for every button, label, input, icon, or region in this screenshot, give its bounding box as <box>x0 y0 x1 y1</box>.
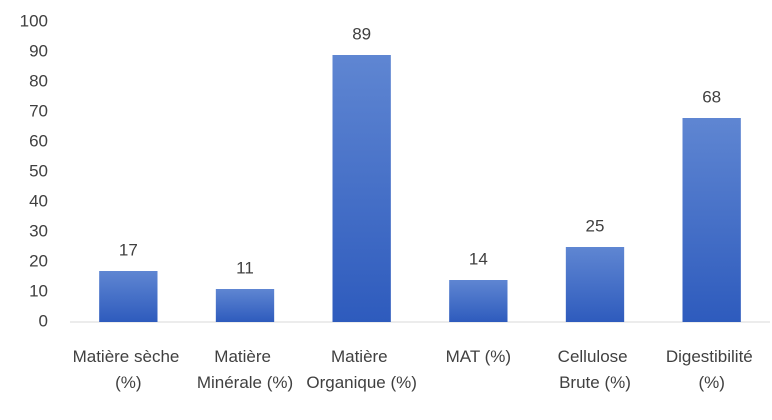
data-label: 14 <box>469 249 488 268</box>
data-label: 17 <box>119 240 138 259</box>
y-tick-label: 30 <box>29 221 48 240</box>
x-tick-label: Matière Organique (%) <box>306 347 417 392</box>
y-tick-label: 40 <box>29 191 48 210</box>
bar <box>215 289 275 322</box>
x-tick-label: Cellulose Brute (%) <box>558 347 633 392</box>
data-label: 25 <box>586 216 605 235</box>
data-label: 89 <box>352 24 371 43</box>
y-tick-label: 60 <box>29 131 48 150</box>
x-tick-label: MAT (%) <box>446 347 511 366</box>
y-tick-label: 10 <box>29 281 48 300</box>
y-tick-label: 70 <box>29 101 48 120</box>
bar <box>99 271 158 322</box>
y-tick-label: 50 <box>29 161 48 180</box>
data-label: 11 <box>236 258 254 277</box>
bar <box>565 247 625 322</box>
data-label: 68 <box>702 87 721 106</box>
x-tick-label: Matière sèche (%) <box>73 347 185 392</box>
y-tick-label: 80 <box>29 71 48 90</box>
y-tick-label: 20 <box>29 251 48 270</box>
y-tick-label: 90 <box>29 41 48 60</box>
bar <box>449 280 508 322</box>
y-tick-label: 0 <box>39 311 48 330</box>
x-tick-label: Digestibilité (%) <box>666 347 758 392</box>
bar <box>682 118 741 322</box>
y-tick-label: 100 <box>20 11 48 30</box>
bar <box>332 55 391 322</box>
x-tick-label: Matière Minérale (%) <box>197 347 293 392</box>
